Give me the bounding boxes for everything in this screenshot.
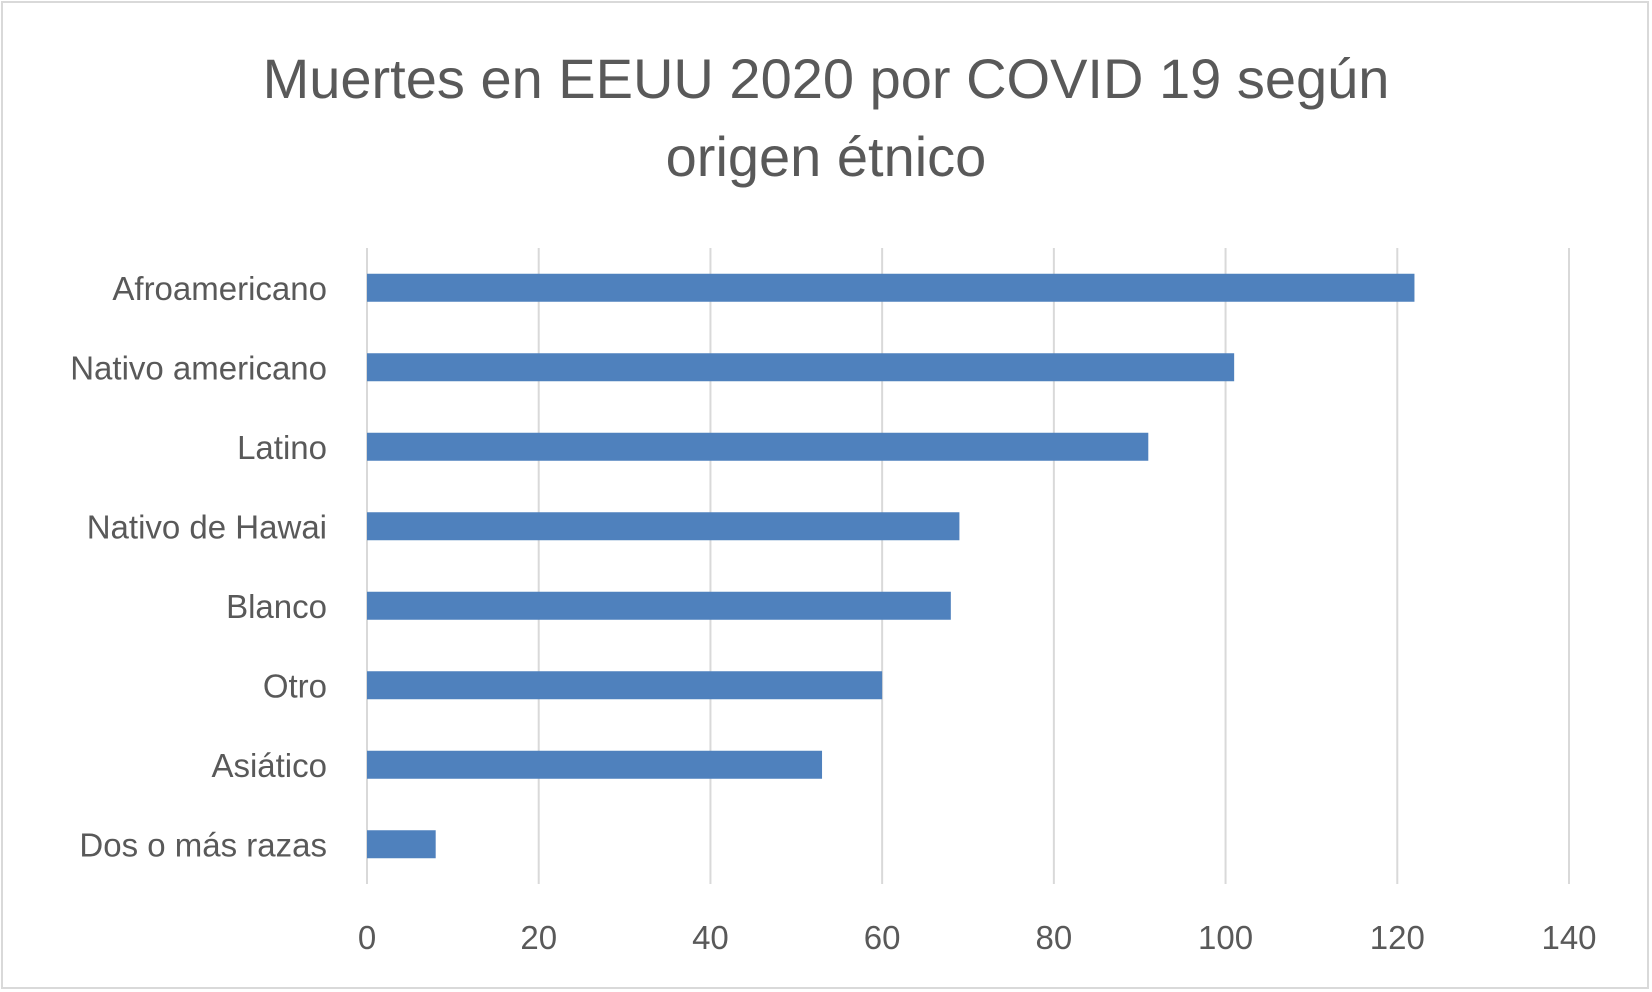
- x-tick-label: 0: [358, 919, 376, 956]
- category-labels: Afroamericano Nativo americano Latino Nativ…: [70, 270, 327, 864]
- bar: [367, 750, 823, 779]
- chart-title: Muertes en EEUU 2020 por COVID 19 según …: [200, 40, 1452, 196]
- x-tick-label: 20: [520, 919, 557, 956]
- category-label: Asiático: [211, 747, 327, 784]
- chart-title-line-1: Muertes en EEUU 2020 por COVID 19 según: [262, 47, 1390, 110]
- x-tick-label: 140: [1541, 919, 1596, 956]
- bar: [367, 591, 951, 620]
- category-label: Otro: [263, 667, 327, 704]
- x-tick-label: 120: [1370, 919, 1425, 956]
- x-tick-labels: 0 20 40 60 80 100 120 140: [358, 919, 1597, 956]
- category-label: Latino: [237, 429, 327, 466]
- category-label: Nativo americano: [70, 349, 327, 386]
- bar: [367, 830, 436, 859]
- category-label: Blanco: [226, 588, 327, 625]
- bar: [367, 512, 960, 541]
- category-label: Nativo de Hawai: [87, 508, 327, 545]
- x-tick-label: 60: [864, 919, 901, 956]
- bars: [367, 273, 1415, 859]
- category-label: Afroamericano: [112, 270, 327, 307]
- chart-title-line-2: origen étnico: [665, 125, 987, 188]
- bar: [367, 353, 1235, 382]
- x-tick-label: 80: [1035, 919, 1072, 956]
- gridlines: [366, 248, 1570, 884]
- x-tick-label: 100: [1198, 919, 1253, 956]
- bar: [367, 432, 1149, 461]
- x-tick-label: 40: [692, 919, 729, 956]
- category-label: Dos o más razas: [79, 826, 327, 863]
- bar: [367, 273, 1415, 302]
- bar: [367, 671, 883, 700]
